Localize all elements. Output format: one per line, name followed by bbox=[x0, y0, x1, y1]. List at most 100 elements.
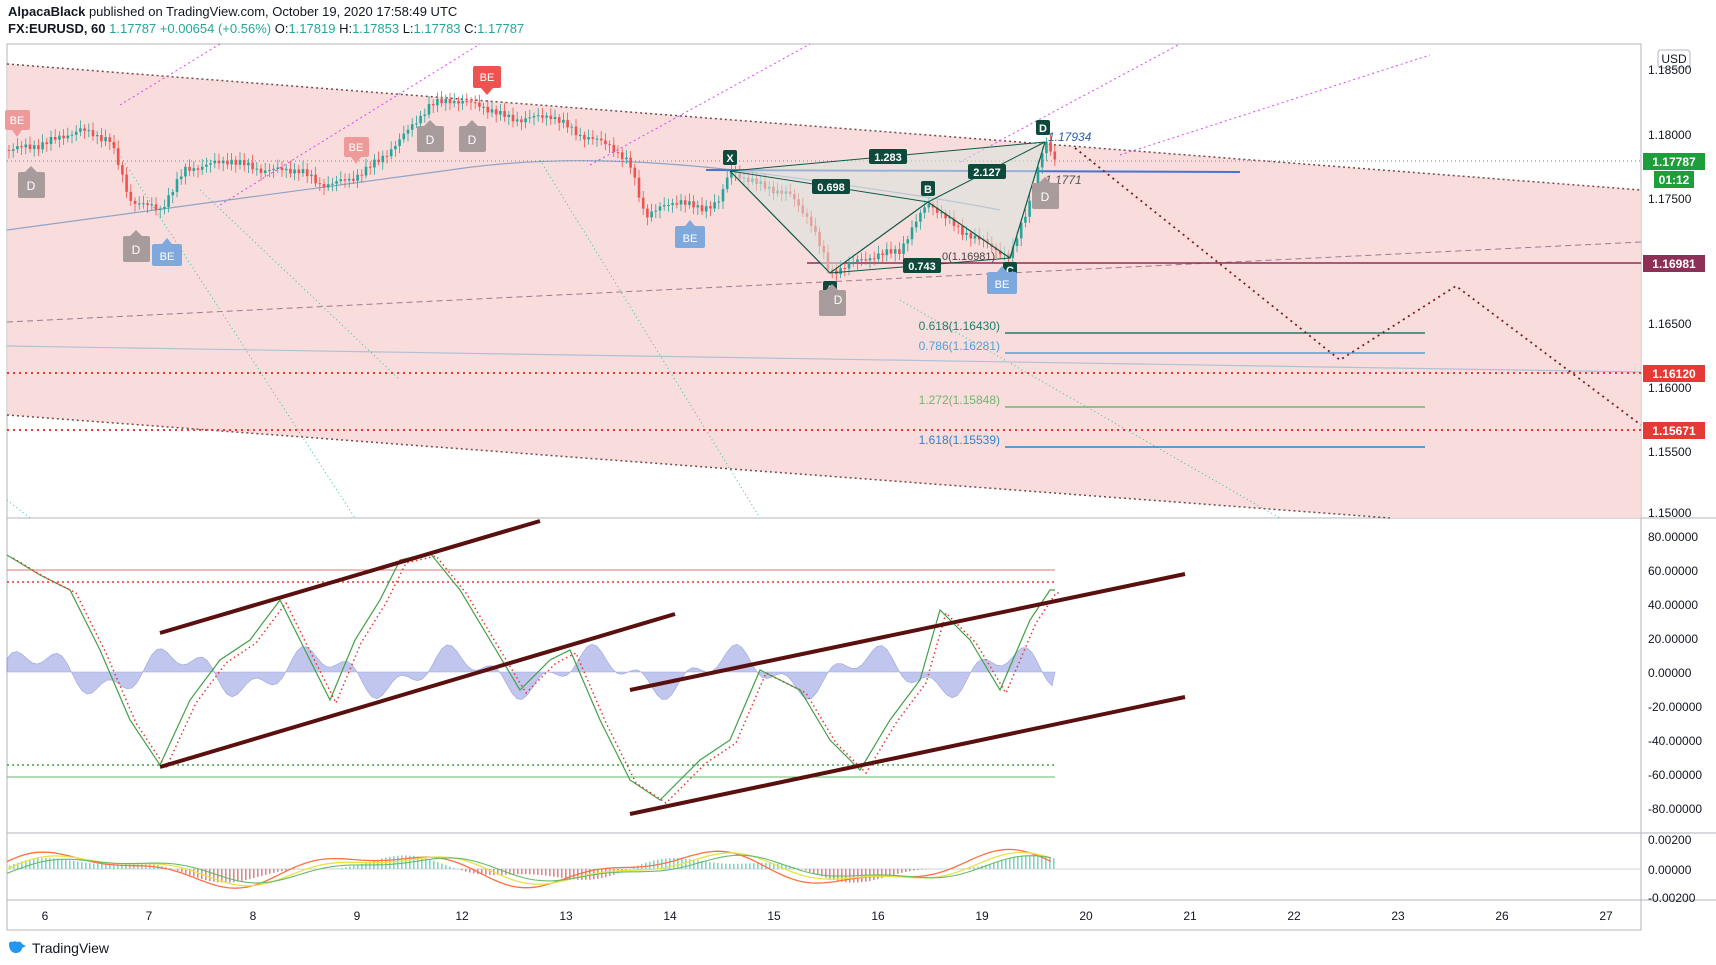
macd-bar bbox=[69, 860, 71, 869]
candle-body bbox=[28, 144, 32, 150]
macd-bar bbox=[673, 858, 675, 869]
osc-channel-line-2[interactable] bbox=[159, 612, 676, 769]
macd-bar bbox=[1025, 855, 1027, 869]
trend-line-magenta-2[interactable] bbox=[219, 43, 481, 206]
candle-body bbox=[66, 135, 70, 139]
candle-body bbox=[654, 210, 658, 212]
harmonic-pattern[interactable]: 1.283 0.698 2.127 0.743 X A B C D 1.1793… bbox=[723, 120, 1092, 296]
macd-bar bbox=[905, 869, 907, 872]
candle-body bbox=[448, 99, 452, 104]
candle-body bbox=[284, 168, 288, 171]
time-tick: 23 bbox=[1391, 909, 1405, 923]
candle-body bbox=[87, 130, 91, 132]
candle-body bbox=[948, 217, 952, 219]
candle-body bbox=[247, 162, 250, 166]
tradingview-footer[interactable]: TradingView bbox=[8, 940, 109, 956]
d-marker-6[interactable]: D bbox=[1032, 177, 1059, 209]
d-marker-2[interactable]: D bbox=[123, 230, 150, 262]
currency-badge[interactable] bbox=[1657, 49, 1691, 69]
macd-bar bbox=[453, 867, 455, 869]
candle-body bbox=[58, 135, 61, 140]
macd-bar bbox=[913, 869, 915, 871]
macd-bar bbox=[541, 869, 543, 876]
candle-body bbox=[616, 152, 620, 154]
d-marker-5[interactable]: D bbox=[819, 284, 846, 316]
current-price-badge bbox=[1643, 153, 1705, 170]
macd-bar bbox=[525, 869, 527, 875]
candle-body bbox=[637, 177, 641, 198]
candle-body bbox=[364, 166, 368, 176]
macd-bar bbox=[357, 864, 359, 869]
osc-channel-line-3[interactable] bbox=[629, 572, 1186, 692]
trend-line-magenta-3[interactable] bbox=[589, 43, 811, 166]
d-marker-1[interactable]: D bbox=[18, 166, 45, 198]
macd-bar bbox=[481, 869, 483, 875]
author-name[interactable]: AlpacaBlack bbox=[8, 4, 86, 19]
candle-body bbox=[1024, 216, 1027, 223]
d-marker-4[interactable]: D bbox=[459, 120, 486, 152]
macd-bar bbox=[117, 863, 119, 869]
macd-bar bbox=[261, 869, 263, 876]
time-axis[interactable]: 6 7 8 9 12 13 14 15 16 19 20 21 22 23 26… bbox=[42, 909, 1613, 923]
macd-bar bbox=[209, 869, 211, 882]
macd-bar bbox=[813, 869, 815, 874]
be-marker-1[interactable]: BE bbox=[5, 110, 30, 137]
be-marker-4[interactable]: BE bbox=[152, 238, 182, 266]
macd-bar bbox=[969, 867, 971, 869]
osc-channel-line-1[interactable] bbox=[159, 519, 541, 635]
candle-body bbox=[868, 258, 872, 261]
d-marker-3[interactable]: D bbox=[417, 120, 444, 152]
macd-bar bbox=[677, 858, 679, 869]
projection-path[interactable] bbox=[1074, 147, 1642, 426]
macd-bar bbox=[121, 863, 123, 869]
be-marker-3[interactable]: BE bbox=[473, 66, 501, 95]
macd-bar bbox=[877, 869, 879, 880]
macd-bar bbox=[449, 866, 451, 869]
macd-bar bbox=[901, 869, 903, 873]
macd-bar bbox=[517, 869, 519, 875]
trend-line-magenta-5[interactable] bbox=[1119, 54, 1431, 156]
dashed-trendline[interactable] bbox=[6, 241, 1642, 323]
channel-bottom-line[interactable] bbox=[6, 414, 1391, 519]
candle-body bbox=[881, 253, 884, 256]
price-tick: 1.18000 bbox=[1648, 128, 1692, 142]
oscillator-pane[interactable]: 80.00000 60.00000 40.00000 20.00000 0.00… bbox=[6, 519, 1702, 816]
be-marker-5[interactable]: BE bbox=[675, 220, 705, 248]
candle-body bbox=[184, 166, 187, 177]
candle-body bbox=[877, 253, 880, 260]
candle-body bbox=[998, 249, 1002, 255]
trend-line-magenta-4[interactable] bbox=[959, 43, 1181, 163]
macd-bar bbox=[741, 863, 743, 869]
candle-body bbox=[671, 203, 674, 206]
candle-body bbox=[234, 159, 238, 165]
candle-body bbox=[91, 130, 95, 137]
candle-body bbox=[851, 261, 855, 263]
time-tick: 20 bbox=[1079, 909, 1093, 923]
channel-top-line[interactable] bbox=[6, 63, 1642, 191]
price-axis[interactable]: USD 1.18500 1.18000 1.17500 1.16500 1.16… bbox=[1643, 49, 1705, 520]
macd-bar bbox=[885, 869, 887, 878]
macd-pane[interactable]: 0.00200 0.00000 -0.00200 bbox=[6, 833, 1696, 905]
candle-body bbox=[499, 110, 502, 115]
fib-levels[interactable]: 0.618(1.16430) 0.786(1.16281) 1.272(1.15… bbox=[919, 319, 1425, 448]
symbol-label[interactable]: FX:EURUSD, 60 bbox=[8, 21, 106, 36]
osc-channel-line-4[interactable] bbox=[629, 695, 1186, 816]
be-marker-2[interactable]: BE bbox=[344, 137, 369, 164]
level-value-16981: 1.16981 bbox=[1652, 257, 1696, 271]
candle-body bbox=[536, 115, 540, 117]
time-tick: 22 bbox=[1287, 909, 1301, 923]
macd-bar bbox=[41, 858, 43, 869]
macd-bar bbox=[909, 869, 911, 872]
current-price-value: 1.17787 bbox=[1652, 155, 1696, 169]
macd-bar bbox=[553, 869, 555, 877]
macd-bar bbox=[713, 862, 715, 869]
macd-bar bbox=[897, 869, 899, 874]
macd-bar bbox=[1021, 856, 1023, 869]
be-marker-6[interactable]: BE bbox=[987, 266, 1017, 294]
candle-body bbox=[612, 144, 616, 153]
macd-bar bbox=[569, 869, 571, 879]
signal-markers[interactable]: BE BE BE BE BE BE D D D D D D bbox=[5, 66, 1059, 316]
candle-body bbox=[591, 137, 595, 139]
macd-bar bbox=[353, 865, 355, 869]
